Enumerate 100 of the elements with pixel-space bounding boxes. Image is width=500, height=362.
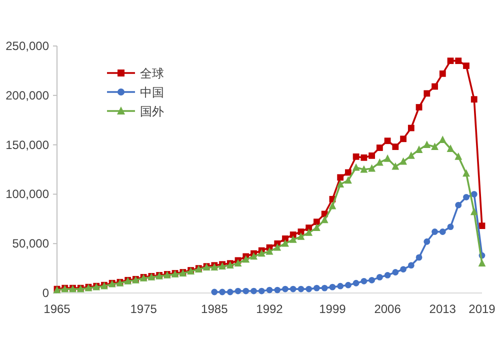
point <box>258 249 266 257</box>
point <box>424 90 430 97</box>
point <box>455 58 462 64</box>
point <box>337 174 344 181</box>
point <box>454 152 462 160</box>
point <box>407 151 415 159</box>
y-tick-label: 100,000 <box>6 187 50 202</box>
point <box>432 83 438 90</box>
legend-label: 全球 <box>140 66 164 80</box>
point <box>360 154 368 161</box>
point <box>478 222 486 230</box>
point <box>416 104 422 110</box>
point <box>438 136 446 144</box>
point <box>439 228 446 235</box>
point <box>432 228 438 235</box>
point <box>439 70 446 77</box>
point <box>337 282 344 290</box>
point <box>424 238 430 245</box>
point <box>447 224 454 230</box>
point <box>400 136 406 142</box>
point <box>250 288 257 294</box>
point <box>446 144 454 152</box>
point <box>384 154 392 162</box>
point <box>392 269 399 276</box>
y-tick-label: 250,000 <box>6 39 50 53</box>
point <box>416 254 422 261</box>
point <box>306 286 312 292</box>
point <box>274 286 281 294</box>
point <box>234 259 242 267</box>
point <box>368 164 376 172</box>
point <box>352 163 360 171</box>
point <box>298 286 304 292</box>
point <box>408 262 414 269</box>
point <box>384 272 391 278</box>
point <box>400 266 406 272</box>
point <box>408 124 414 132</box>
point <box>344 176 352 184</box>
point <box>329 284 336 290</box>
x-tick-label: 1999 <box>319 302 346 316</box>
point <box>282 239 289 247</box>
point <box>266 286 273 294</box>
point <box>478 259 486 267</box>
point <box>455 202 462 208</box>
point <box>289 235 297 243</box>
point <box>320 216 328 224</box>
y-tick-label: 50,000 <box>12 236 50 251</box>
point <box>368 276 376 284</box>
x-tick-label: 2019 <box>468 302 496 316</box>
x-tick-label: 1985 <box>201 302 228 316</box>
point <box>376 144 383 151</box>
point <box>314 218 320 226</box>
point <box>415 146 423 153</box>
point <box>463 62 470 69</box>
point <box>242 288 250 294</box>
point <box>226 288 234 296</box>
y-tick-label: 200,000 <box>6 88 50 102</box>
legend-label: 中国 <box>140 86 164 100</box>
point <box>234 288 242 294</box>
point <box>321 284 328 292</box>
point <box>274 243 282 251</box>
point <box>282 286 288 292</box>
point <box>352 153 360 160</box>
point <box>400 157 407 165</box>
point <box>384 138 391 144</box>
point <box>360 165 368 173</box>
point <box>462 169 470 177</box>
point <box>336 180 344 188</box>
point <box>313 224 320 231</box>
point <box>368 152 376 159</box>
point <box>345 282 352 288</box>
point <box>258 288 265 294</box>
point <box>305 228 313 236</box>
point <box>360 278 368 284</box>
point <box>211 288 218 296</box>
x-tick-label: 1975 <box>130 302 158 316</box>
point <box>297 232 305 240</box>
point <box>470 191 478 198</box>
point <box>431 142 438 150</box>
point <box>392 162 400 170</box>
x-tick-label: 2006 <box>374 302 402 316</box>
point <box>314 284 320 292</box>
x-tick-label: 1965 <box>44 302 71 316</box>
point <box>447 58 454 64</box>
point <box>423 140 431 148</box>
point <box>250 252 258 260</box>
x-tick-label: 1992 <box>256 302 284 316</box>
point <box>376 158 384 166</box>
point <box>345 169 352 176</box>
point <box>290 286 296 292</box>
point <box>376 274 383 280</box>
x-tick-label: 2013 <box>429 302 456 316</box>
point <box>328 202 336 210</box>
y-tick-label: 150,000 <box>6 138 50 152</box>
point <box>470 208 478 216</box>
point <box>352 280 360 286</box>
point <box>219 288 226 296</box>
point <box>470 96 478 103</box>
point <box>392 144 399 150</box>
legend-label: 国外 <box>140 104 164 118</box>
y-tick-label: 0 <box>42 286 50 300</box>
